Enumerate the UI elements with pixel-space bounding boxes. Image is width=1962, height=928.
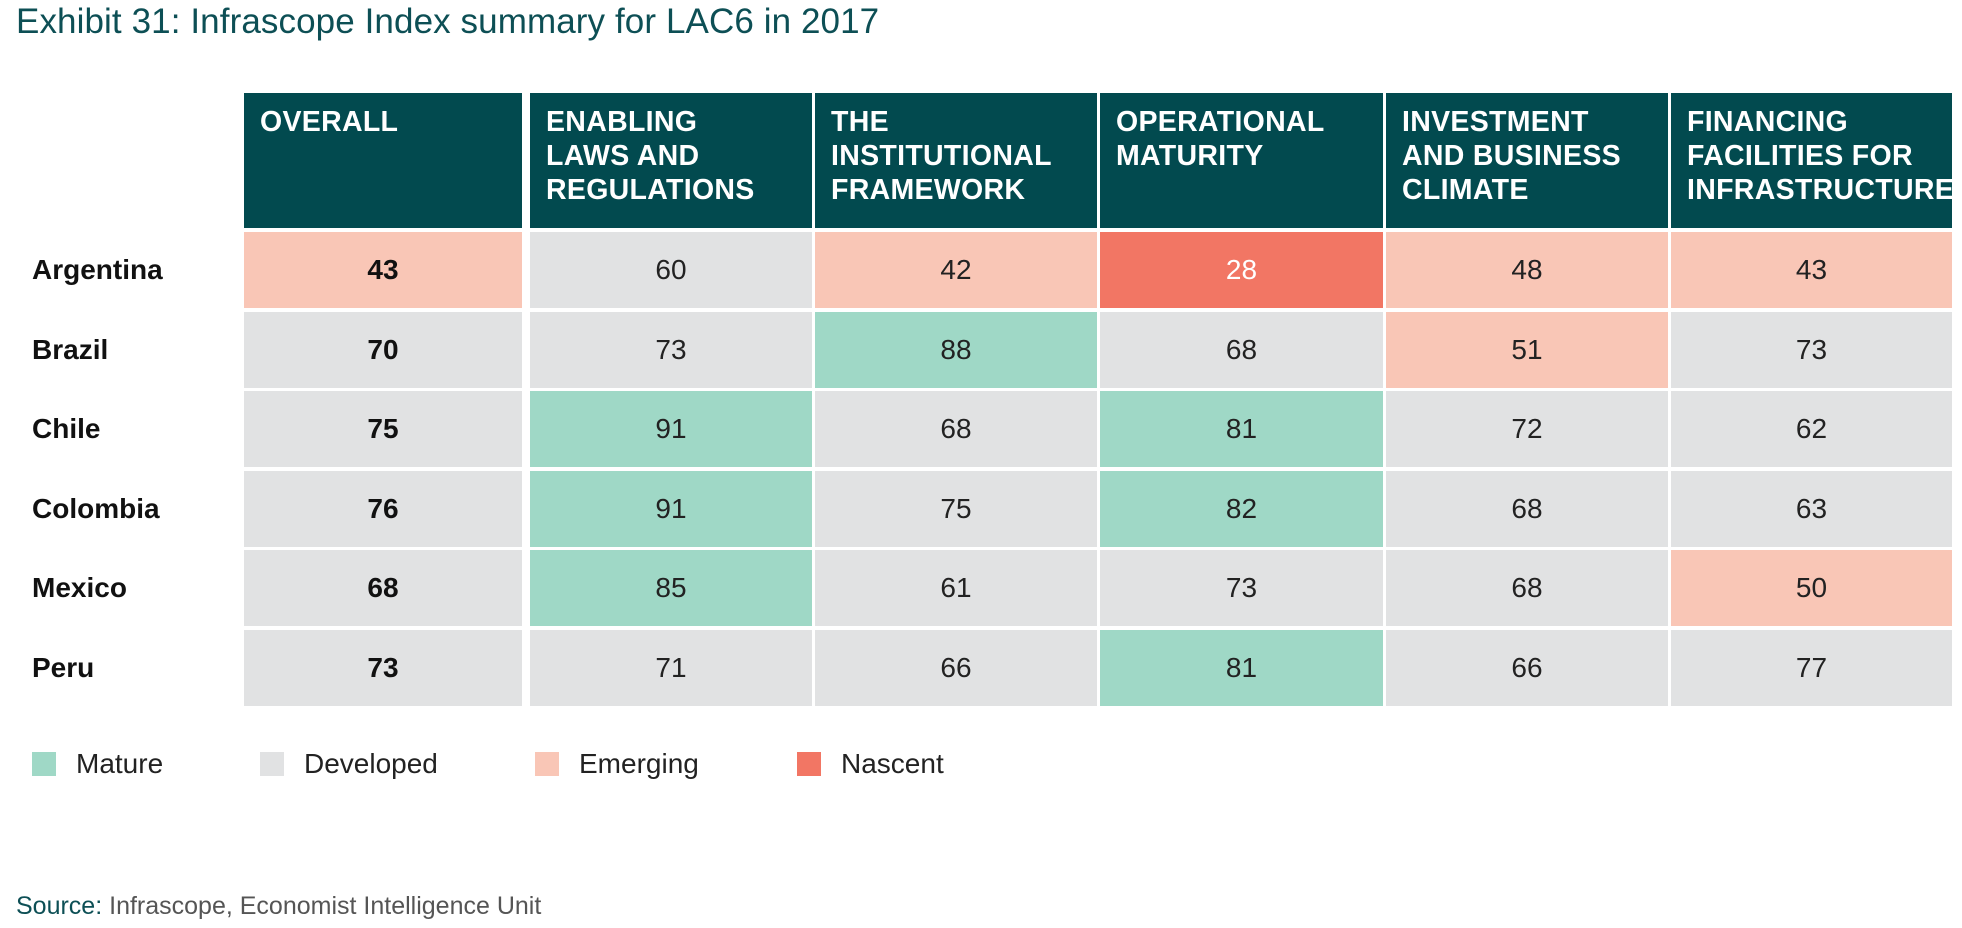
table-cell: 75 bbox=[244, 391, 522, 467]
column-header-line: REGULATIONS bbox=[546, 174, 755, 206]
table-cell: 73 bbox=[1100, 550, 1383, 626]
table-cell: 62 bbox=[1671, 391, 1952, 467]
legend-label: Developed bbox=[304, 748, 438, 779]
table-cell: 66 bbox=[815, 629, 1097, 706]
column-header: INVESTMENT AND BUSINESS CLIMATE bbox=[1386, 93, 1668, 228]
table-cell: 73 bbox=[244, 629, 522, 706]
column-header-line: OVERALL bbox=[260, 106, 399, 138]
column-header: FINANCING FACILITIES FOR INFRASTRUCTURE bbox=[1671, 93, 1955, 228]
column-header-line: THE bbox=[831, 106, 889, 138]
table-cell: 68 bbox=[244, 550, 522, 626]
legend-item-emerging: Emerging bbox=[535, 748, 699, 780]
table-cell: 75 bbox=[815, 470, 1097, 547]
table-cell: 73 bbox=[530, 311, 812, 388]
table-cell: 68 bbox=[1386, 470, 1668, 547]
column-header: THE INSTITUTIONAL FRAMEWORK bbox=[815, 93, 1097, 228]
column-header-line: FINANCING bbox=[1687, 106, 1849, 138]
table-cell: 71 bbox=[530, 629, 812, 706]
source-text: Infrascope, Economist Intelligence Unit bbox=[102, 892, 542, 920]
chart-title: Exhibit 31: Infrascope Index summary for… bbox=[16, 2, 880, 41]
table-cell: 81 bbox=[1100, 629, 1383, 706]
legend-label: Nascent bbox=[841, 748, 944, 779]
table-cell: 50 bbox=[1671, 550, 1952, 626]
column-header-line: INFRASTRUCTURE bbox=[1687, 174, 1955, 206]
row-label-country: Brazil bbox=[32, 333, 109, 365]
row-label-country: Argentina bbox=[32, 254, 163, 285]
legend-swatch bbox=[32, 752, 56, 776]
table-cell: 68 bbox=[1100, 311, 1383, 388]
table-cell: 60 bbox=[530, 232, 812, 308]
table-cell: 70 bbox=[244, 311, 522, 388]
row-label-country: Mexico bbox=[32, 572, 127, 603]
table-cell: 76 bbox=[244, 470, 522, 547]
column-header-line: CLIMATE bbox=[1402, 174, 1529, 206]
legend-label: Mature bbox=[76, 748, 164, 779]
table-cell: 81 bbox=[1100, 391, 1383, 467]
table-cell: 72 bbox=[1386, 391, 1668, 467]
table-cell: 61 bbox=[815, 550, 1097, 626]
table-cell: 73 bbox=[1671, 311, 1952, 388]
legend-item-mature: Mature bbox=[32, 748, 163, 780]
column-header: OPERATIONAL MATURITY bbox=[1100, 93, 1383, 228]
table-cell: 51 bbox=[1386, 311, 1668, 388]
column-header: ENABLING LAWS AND REGULATIONS bbox=[530, 93, 812, 228]
column-header-line: OPERATIONAL bbox=[1116, 106, 1325, 138]
table-cell: 48 bbox=[1386, 232, 1668, 308]
table-cell: 85 bbox=[530, 550, 812, 626]
table-cell: 91 bbox=[530, 391, 812, 467]
column-header-line: FRAMEWORK bbox=[831, 174, 1026, 206]
legend-label: Emerging bbox=[579, 748, 699, 779]
column-header-line: INSTITUTIONAL bbox=[831, 140, 1052, 172]
table-cell: 68 bbox=[1386, 550, 1668, 626]
legend-swatch bbox=[260, 752, 284, 776]
column-header-line: MATURITY bbox=[1116, 140, 1264, 172]
legend-swatch bbox=[797, 752, 821, 776]
table-cell: 82 bbox=[1100, 470, 1383, 547]
column-header: OVERALL bbox=[244, 93, 522, 228]
table-cell: 43 bbox=[1671, 232, 1952, 308]
column-header-line: INVESTMENT bbox=[1402, 106, 1589, 138]
source-note: Source: Infrascope, Economist Intelligen… bbox=[16, 892, 541, 921]
table-cell: 68 bbox=[815, 391, 1097, 467]
source-label: Source: bbox=[16, 892, 103, 920]
column-header-line: ENABLING bbox=[546, 106, 698, 138]
column-header-line: AND BUSINESS bbox=[1402, 140, 1621, 172]
legend-item-developed: Developed bbox=[260, 748, 438, 780]
row-label-country: Chile bbox=[32, 413, 101, 444]
table-cell: 63 bbox=[1671, 470, 1952, 547]
table-cell: 43 bbox=[244, 232, 522, 308]
table-cell: 91 bbox=[530, 470, 812, 547]
legend-swatch bbox=[535, 752, 559, 776]
row-label-country: Peru bbox=[32, 651, 95, 683]
table-cell: 42 bbox=[815, 232, 1097, 308]
column-header-line: FACILITIES FOR bbox=[1687, 140, 1913, 172]
table-cell: 66 bbox=[1386, 629, 1668, 706]
table-cell: 28 bbox=[1100, 232, 1383, 308]
table-cell: 77 bbox=[1671, 629, 1952, 706]
column-header-line: LAWS AND bbox=[546, 140, 700, 172]
row-label-country: Colombia bbox=[32, 492, 160, 524]
legend-item-nascent: Nascent bbox=[797, 748, 944, 780]
table-cell: 88 bbox=[815, 311, 1097, 388]
